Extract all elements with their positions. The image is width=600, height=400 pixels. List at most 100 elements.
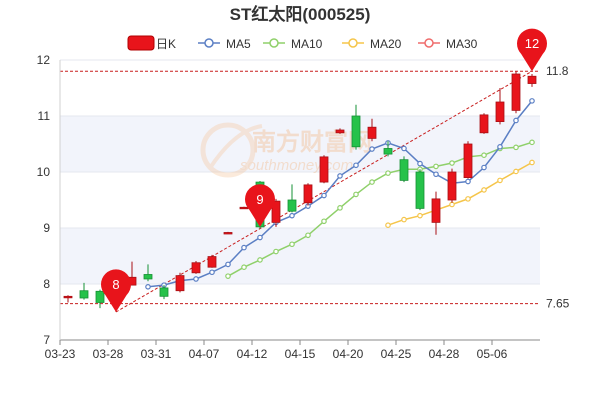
x-tick-label: 04-12 bbox=[237, 347, 268, 361]
ma5-point bbox=[241, 244, 247, 251]
watermark-logo-icon bbox=[200, 122, 263, 178]
price-markers: 8 9 12 bbox=[101, 28, 547, 312]
candle-body bbox=[399, 159, 409, 181]
candle-body bbox=[175, 275, 185, 292]
ma20-point bbox=[417, 212, 423, 219]
x-tick-label: 03-28 bbox=[93, 347, 124, 361]
ma20-point bbox=[529, 159, 535, 166]
ma10-point bbox=[369, 179, 375, 185]
candle bbox=[303, 183, 313, 206]
x-tick-label: 04-28 bbox=[429, 347, 460, 361]
x-tick-label: 03-31 bbox=[141, 347, 172, 361]
marker-label: 12 bbox=[525, 36, 539, 51]
candle-body bbox=[335, 129, 345, 134]
candle bbox=[95, 289, 105, 309]
ma20-point bbox=[481, 187, 487, 193]
candle-body bbox=[319, 156, 329, 183]
legend-dot-icon bbox=[424, 38, 434, 48]
y-tick-label: 8 bbox=[43, 277, 50, 291]
ma20-point bbox=[513, 168, 519, 175]
candle bbox=[159, 285, 169, 300]
candle-body bbox=[159, 287, 169, 297]
ma5-point bbox=[193, 276, 199, 282]
candle-body bbox=[479, 114, 489, 134]
ma20-line bbox=[387, 161, 533, 226]
ma5-point bbox=[529, 98, 535, 104]
ma5-point bbox=[513, 117, 519, 124]
candle bbox=[479, 113, 489, 134]
legend-dot-icon bbox=[204, 38, 214, 48]
legend-label: 日K bbox=[156, 37, 176, 51]
y-tick-label: 9 bbox=[43, 221, 50, 235]
marker-label: 8 bbox=[112, 277, 119, 292]
ma10-point bbox=[481, 152, 487, 159]
ma20-point bbox=[465, 196, 471, 202]
candle bbox=[207, 254, 217, 268]
ma10-point bbox=[385, 170, 391, 176]
ma5-point bbox=[145, 283, 151, 290]
plot-background-bands bbox=[60, 60, 540, 340]
axes: 7 8 9 10 11 12 03-23 03-28 03-31 04-07 04-12 04-15 0… bbox=[37, 53, 540, 361]
candle bbox=[63, 295, 73, 303]
x-tick-label: 04-07 bbox=[189, 347, 220, 361]
ma5-point bbox=[337, 173, 343, 179]
ma20-point bbox=[385, 222, 391, 229]
candle-body bbox=[383, 148, 393, 155]
candle-body bbox=[191, 262, 201, 274]
candle bbox=[511, 71, 521, 114]
candle bbox=[191, 261, 201, 274]
ma5-point bbox=[465, 178, 471, 185]
plot-band bbox=[60, 172, 540, 228]
ma10-point bbox=[225, 273, 231, 279]
marker-pin-icon bbox=[517, 28, 547, 72]
candle-body bbox=[79, 290, 89, 299]
ma20-point bbox=[497, 177, 503, 184]
ma10-point bbox=[289, 241, 295, 248]
candle-body bbox=[463, 143, 473, 178]
candle bbox=[271, 198, 281, 227]
ma20-point bbox=[401, 216, 407, 223]
ma10-point bbox=[353, 191, 359, 198]
candle bbox=[223, 231, 233, 235]
legend-label: MA10 bbox=[291, 37, 323, 51]
candle bbox=[495, 88, 505, 125]
grid-lines bbox=[60, 59, 540, 341]
plot-band bbox=[60, 116, 540, 172]
price-marker: 12 bbox=[517, 28, 547, 72]
trend-line bbox=[115, 70, 533, 313]
candle bbox=[79, 282, 89, 300]
x-tick-label: 04-15 bbox=[285, 347, 316, 361]
chart-title: ST红太阳(000525) bbox=[230, 4, 371, 24]
candle bbox=[351, 104, 361, 150]
candle-body bbox=[447, 171, 457, 201]
ma5-point bbox=[353, 162, 359, 169]
ma5-point bbox=[209, 269, 215, 276]
marker-pin-icon bbox=[245, 184, 275, 227]
candle bbox=[143, 264, 153, 282]
candle-body bbox=[271, 200, 281, 223]
candle bbox=[239, 206, 249, 210]
reference-line-label: 11.8 bbox=[546, 64, 569, 78]
price-marker: 8 bbox=[101, 269, 131, 312]
ma10-point bbox=[513, 144, 519, 151]
plot-band bbox=[60, 284, 540, 340]
legend-candle-icon bbox=[127, 35, 155, 51]
candle-body bbox=[143, 274, 153, 280]
candle bbox=[175, 272, 185, 293]
candle-body bbox=[63, 295, 73, 299]
reference-lines: 11.8 7.65 bbox=[60, 64, 570, 313]
plot-band bbox=[60, 60, 540, 116]
candle-body bbox=[223, 232, 233, 235]
watermark-subtext: southmoney.com bbox=[240, 157, 353, 174]
legend-label: MA5 bbox=[226, 37, 251, 51]
ma10-point bbox=[449, 160, 455, 166]
candle bbox=[335, 128, 345, 134]
candle bbox=[287, 184, 297, 213]
chart-legend: 日K MA5 MA10 MA20 MA30 bbox=[127, 35, 478, 51]
legend-label: MA20 bbox=[370, 37, 402, 51]
ma10-point bbox=[305, 232, 311, 239]
reference-line-label: 7.65 bbox=[546, 297, 570, 311]
ma5-point bbox=[481, 164, 487, 171]
x-tick-label: 05-06 bbox=[477, 347, 508, 361]
